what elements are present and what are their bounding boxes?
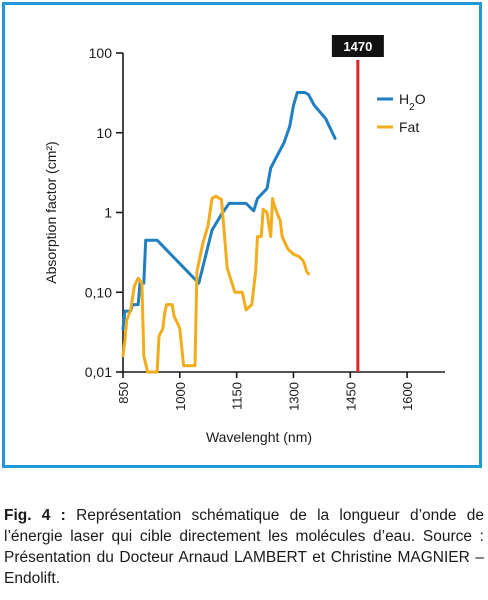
x-tick-label: 1300	[286, 382, 301, 411]
series-line-h2o	[121, 91, 337, 331]
y-tick-label: 0,10	[85, 284, 112, 300]
x-axis-title: Wavelenght (nm)	[206, 429, 312, 445]
x-tick-label: 1150	[230, 382, 245, 410]
marker-label: 1470	[343, 39, 372, 54]
x-tick-label: 1000	[173, 382, 188, 411]
x-tick-label: 1450	[343, 382, 358, 411]
y-tick-label: 0,01	[85, 364, 112, 380]
legend-label: H2O	[399, 91, 426, 113]
caption-label: Fig. 4 :	[4, 507, 66, 524]
marker-badge	[331, 35, 384, 57]
caption-text: Représentation schématique de la longueu…	[4, 507, 484, 587]
y-tick-label: 100	[89, 45, 113, 61]
y-tick-label: 10	[96, 125, 112, 141]
figure-frame: 0,01 0,10 1 10 100 850 1000 1150 1300 1450 1600 Wav…	[2, 2, 482, 468]
y-axis-title: Absorption factor (cm²)	[43, 141, 59, 283]
legend-label: Fat	[399, 119, 419, 135]
figure-caption: Fig. 4 : Représentation schématique de l…	[4, 505, 484, 589]
y-tick-label: 1	[104, 205, 112, 221]
x-tick-label: 1600	[400, 382, 415, 411]
x-tick-label: 850	[116, 382, 131, 404]
series-line-fat	[121, 194, 311, 374]
absorption-chart: 0,01 0,10 1 10 100 850 1000 1150 1300 1450 1600 Wav…	[43, 35, 445, 445]
